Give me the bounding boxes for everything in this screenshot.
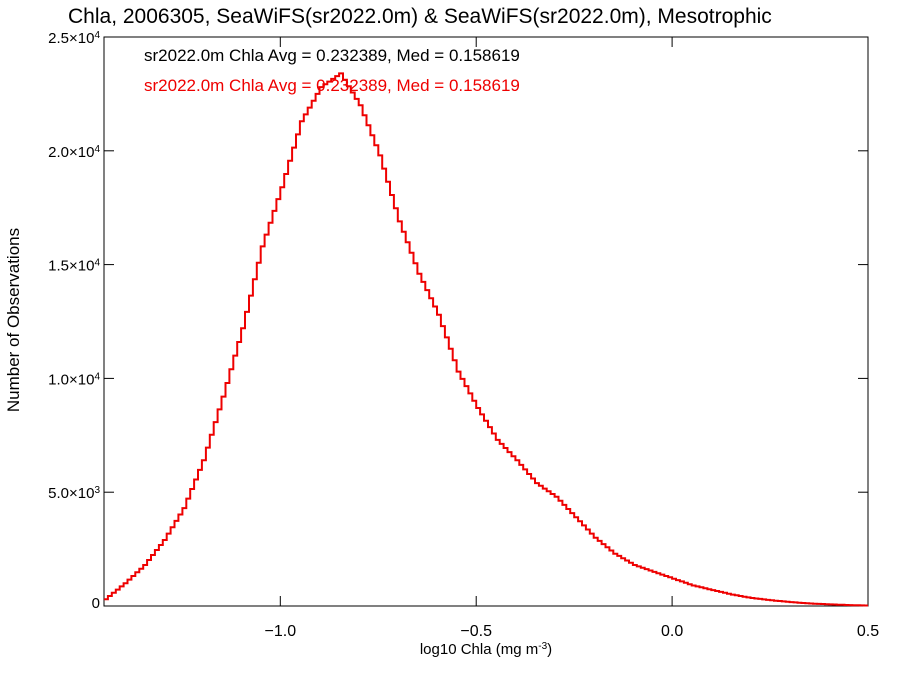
y-tick-exponent: 4 bbox=[94, 143, 100, 154]
x-tick-label: 0.5 bbox=[857, 623, 879, 640]
y-tick-exponent: 4 bbox=[94, 30, 100, 41]
chart-title: Chla, 2006305, SeaWiFS(sr2022.0m) & SeaW… bbox=[68, 5, 772, 28]
y-tick-label: 2.0×104 bbox=[48, 143, 100, 161]
y-tick-label: 1.5×104 bbox=[48, 257, 100, 275]
annotation-black: sr2022.0m Chla Avg = 0.232389, Med = 0.1… bbox=[144, 46, 520, 65]
y-axis: 0 5.0×103 1.0×104 1.5×104 2.0×104 2.5×104 bbox=[48, 30, 868, 612]
x-tick-label: 0.0 bbox=[661, 623, 683, 640]
x-tick-label: −1.0 bbox=[265, 623, 297, 640]
y-axis-label: Number of Observations bbox=[4, 228, 23, 412]
x-axis: −1.0 −0.5 0.0 0.5 bbox=[265, 37, 879, 640]
x-axis-label-exponent: -3 bbox=[538, 641, 547, 652]
histogram-step-line-red bbox=[104, 72, 868, 607]
y-tick-exponent: 4 bbox=[94, 371, 100, 382]
y-tick-exponent: 3 bbox=[94, 485, 100, 496]
plot-frame bbox=[103, 36, 869, 607]
y-tick-label: 2.5×104 bbox=[48, 30, 100, 48]
annotation-red: sr2022.0m Chla Avg = 0.232389, Med = 0.1… bbox=[144, 76, 520, 95]
histogram-step-line-black bbox=[104, 72, 868, 607]
y-tick-label: 1.0×104 bbox=[48, 371, 100, 389]
y-tick-exponent: 4 bbox=[94, 257, 100, 268]
y-tick-label: 5.0×103 bbox=[48, 485, 100, 503]
x-axis-label: log10 Chla (mg m-3) bbox=[420, 641, 552, 659]
y-tick-label: 0 bbox=[92, 595, 100, 612]
x-tick-label: −0.5 bbox=[460, 623, 492, 640]
plot-area: 0 5.0×103 1.0×104 1.5×104 2.0×104 2.5×104 −1.… bbox=[48, 30, 879, 641]
